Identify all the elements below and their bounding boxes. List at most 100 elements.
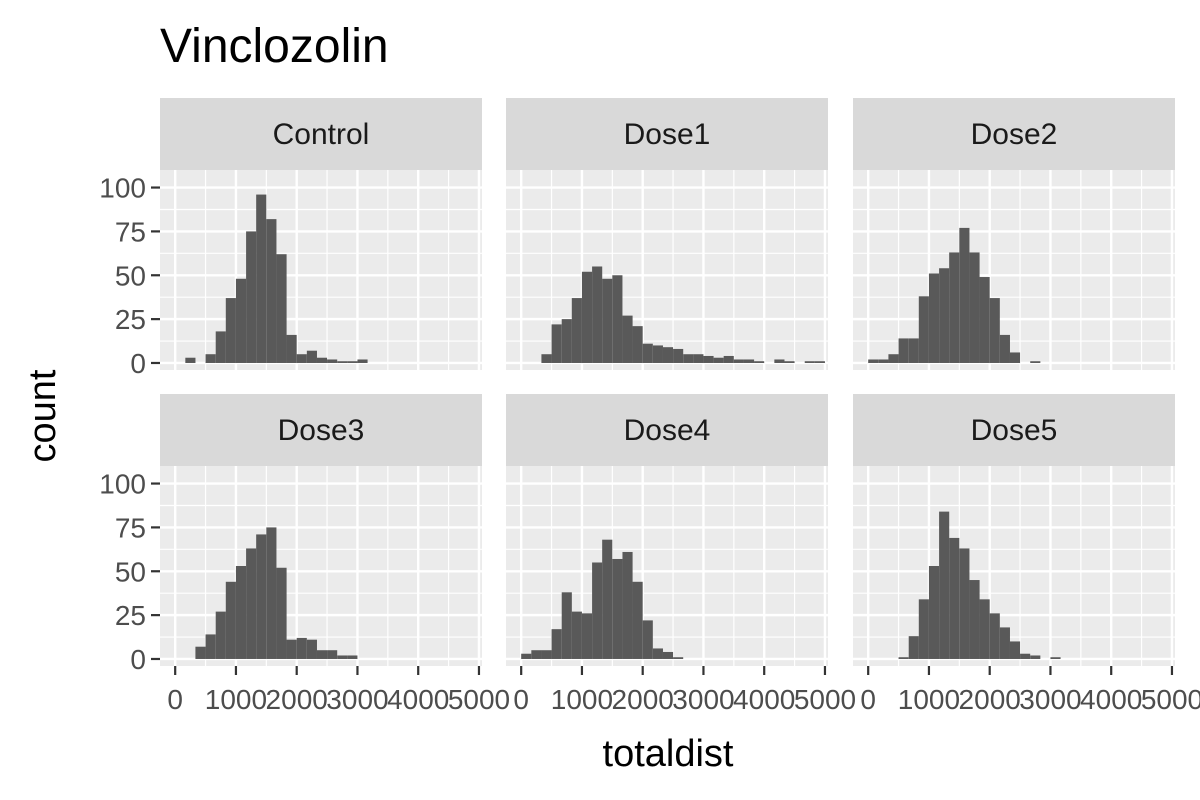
histogram-bar — [246, 231, 257, 363]
y-tick-label: 0 — [130, 644, 146, 675]
histogram-bar — [337, 655, 348, 659]
x-tick-label: 3000 — [1019, 684, 1081, 715]
histogram-bar — [581, 613, 593, 659]
histogram-bar — [612, 275, 623, 363]
histogram-bar — [327, 650, 338, 659]
facet-strip-label: Dose5 — [971, 414, 1058, 447]
facet-control: Control 0 25 50 75 100 — [99, 98, 482, 379]
facet-strip — [160, 394, 482, 466]
histogram-bar — [652, 345, 663, 363]
histogram-bar — [256, 194, 267, 363]
y-tick-label: 50 — [115, 260, 146, 291]
histogram-bar — [1009, 352, 1021, 363]
histogram-bar — [969, 580, 980, 659]
histogram-bar — [347, 361, 358, 363]
histogram-bar — [693, 354, 704, 363]
histogram-bar — [868, 359, 879, 363]
histogram-bar — [215, 331, 226, 363]
facet-strip — [506, 394, 828, 466]
histogram-bar — [306, 639, 317, 659]
histogram-bar — [928, 273, 940, 363]
histogram-bar — [276, 567, 287, 659]
y-tick-label: 75 — [115, 216, 146, 247]
facet-dose2: Dose2 — [853, 98, 1175, 370]
histogram-bar — [205, 634, 216, 659]
histogram-bar — [256, 534, 267, 659]
histogram-bar — [673, 348, 684, 363]
facet-strip — [506, 98, 828, 170]
histogram-bar — [784, 361, 795, 363]
y-tick-label: 0 — [130, 348, 146, 379]
histogram-bar — [908, 338, 919, 363]
histogram-bar — [642, 343, 653, 363]
histogram-bar — [774, 359, 785, 363]
y-tick-label: 50 — [115, 556, 146, 587]
histogram-bar — [804, 361, 815, 363]
histogram-bar — [632, 326, 643, 363]
histogram-bar — [1009, 641, 1021, 659]
histogram-bar — [683, 354, 694, 363]
histogram-bar — [551, 324, 562, 363]
x-tick-label: 5000 — [794, 684, 856, 715]
y-tick-label: 100 — [99, 173, 146, 204]
histogram-bar — [327, 359, 338, 363]
histogram-bar — [266, 219, 277, 363]
histogram-bar — [939, 511, 950, 659]
histogram-bar — [662, 651, 674, 659]
panel-background — [160, 466, 482, 666]
facet-strip — [160, 98, 482, 170]
histogram-bar — [1030, 655, 1041, 659]
histogram-bar — [581, 271, 593, 363]
x-tick-label: 4000 — [387, 684, 449, 715]
y-tick-label: 25 — [115, 600, 146, 631]
histogram-bar — [1020, 653, 1031, 659]
histogram-bar — [592, 266, 603, 363]
histogram-bar — [939, 268, 950, 363]
facet-strip — [853, 98, 1175, 170]
histogram-bar — [296, 637, 307, 659]
facet-strip-label: Dose2 — [971, 118, 1058, 151]
x-tick-label: 2000 — [612, 684, 674, 715]
histogram-bar — [918, 296, 929, 363]
y-tick-label: 75 — [115, 512, 146, 543]
histogram-bar — [541, 650, 552, 659]
histogram-bar — [205, 354, 216, 363]
histogram-bar — [602, 278, 613, 363]
histogram-bar — [949, 537, 960, 659]
histogram-bar — [246, 548, 257, 659]
y-tick-label: 100 — [99, 469, 146, 500]
facet-strip-label: Dose1 — [624, 118, 711, 151]
x-tick-label: 3000 — [672, 684, 734, 715]
histogram-bar — [531, 650, 542, 659]
histogram-bar — [561, 592, 572, 659]
facets-layer: Control 0 25 50 75 100 Dose1 Dose2 Dose3 0 25 50 75 1… — [99, 98, 1200, 715]
x-tick-label: 2000 — [266, 684, 328, 715]
histogram-bar — [878, 359, 889, 363]
histogram-bar — [215, 611, 226, 659]
histogram-bar — [979, 277, 990, 363]
facet-strip — [853, 394, 1175, 466]
histogram-bar — [276, 254, 287, 363]
x-tick-label: 5000 — [448, 684, 510, 715]
histogram-bar — [949, 252, 960, 363]
x-tick-label: 2000 — [959, 684, 1021, 715]
histogram-bar — [979, 599, 990, 659]
histogram-bar — [713, 357, 724, 363]
histogram-bar — [225, 581, 236, 659]
histogram-bar — [337, 361, 348, 363]
histogram-bar — [743, 359, 755, 363]
x-tick-label: 1000 — [898, 684, 960, 715]
facet-strip-label: Control — [273, 118, 370, 151]
histogram-bar — [642, 620, 653, 659]
histogram-bar — [357, 359, 368, 363]
histogram-bar — [989, 298, 1000, 363]
histogram-bar — [908, 636, 919, 659]
histogram-bar — [999, 334, 1010, 363]
histogram-bar — [622, 315, 633, 363]
histogram-bar — [723, 355, 734, 363]
x-tick-label: 1000 — [205, 684, 267, 715]
histogram-bar — [551, 629, 562, 659]
